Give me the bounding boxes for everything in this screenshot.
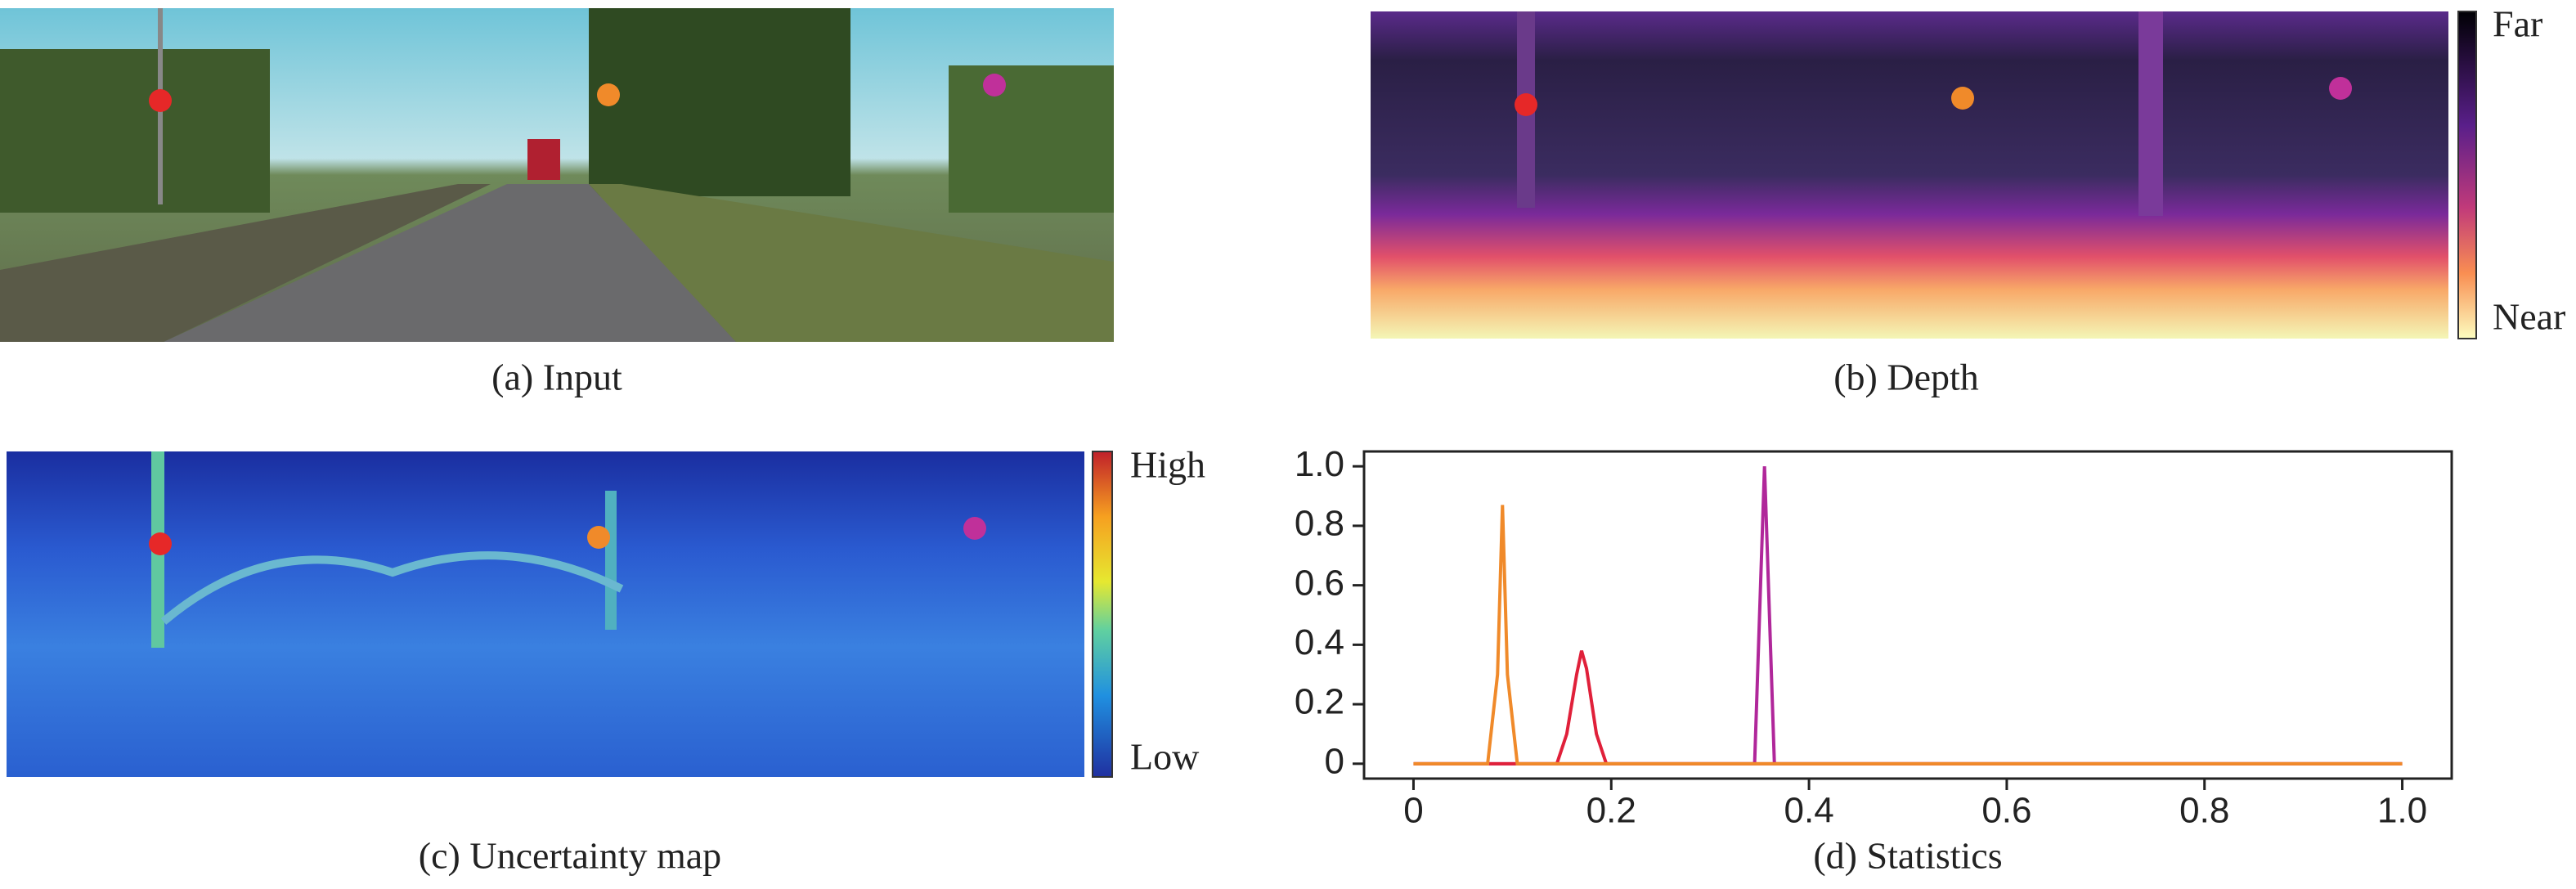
input-image bbox=[0, 8, 1114, 342]
colorbar-label: Near bbox=[2493, 296, 2565, 338]
series-line bbox=[1413, 505, 2403, 766]
caption: (b) Depth bbox=[1833, 357, 1979, 398]
y-tick-label: 0 bbox=[1325, 741, 1344, 781]
y-tick-label: 1.0 bbox=[1295, 444, 1344, 484]
x-tick-label: 0.2 bbox=[1586, 791, 1636, 831]
x-tick-label: 0.4 bbox=[1784, 791, 1834, 831]
x-tick-label: 0 bbox=[1403, 791, 1423, 831]
y-tick-label: 0.2 bbox=[1295, 682, 1344, 722]
caption: (a) Input bbox=[491, 357, 622, 398]
x-tick-label: 0.6 bbox=[1981, 791, 2031, 831]
x-tick-label: 0.8 bbox=[2179, 791, 2229, 831]
uncertainty-image bbox=[7, 451, 1113, 778]
y-tick-label: 0.6 bbox=[1295, 563, 1344, 603]
plot-frame bbox=[1362, 450, 2453, 780]
depth-image bbox=[1371, 11, 2477, 339]
y-tick-label: 0.4 bbox=[1295, 622, 1344, 662]
series-line bbox=[1413, 650, 2403, 766]
x-tick-label: 1.0 bbox=[2377, 791, 2427, 831]
y-tick-label: 0.8 bbox=[1295, 504, 1344, 544]
colorbar-label: Low bbox=[1130, 736, 1200, 778]
caption: (c) Uncertainty map bbox=[419, 835, 721, 877]
series-line bbox=[1413, 466, 2403, 766]
colorbar-label: Far bbox=[2493, 3, 2542, 45]
colorbar-label: High bbox=[1130, 444, 1205, 486]
caption: (d) Statistics bbox=[1813, 835, 2002, 877]
